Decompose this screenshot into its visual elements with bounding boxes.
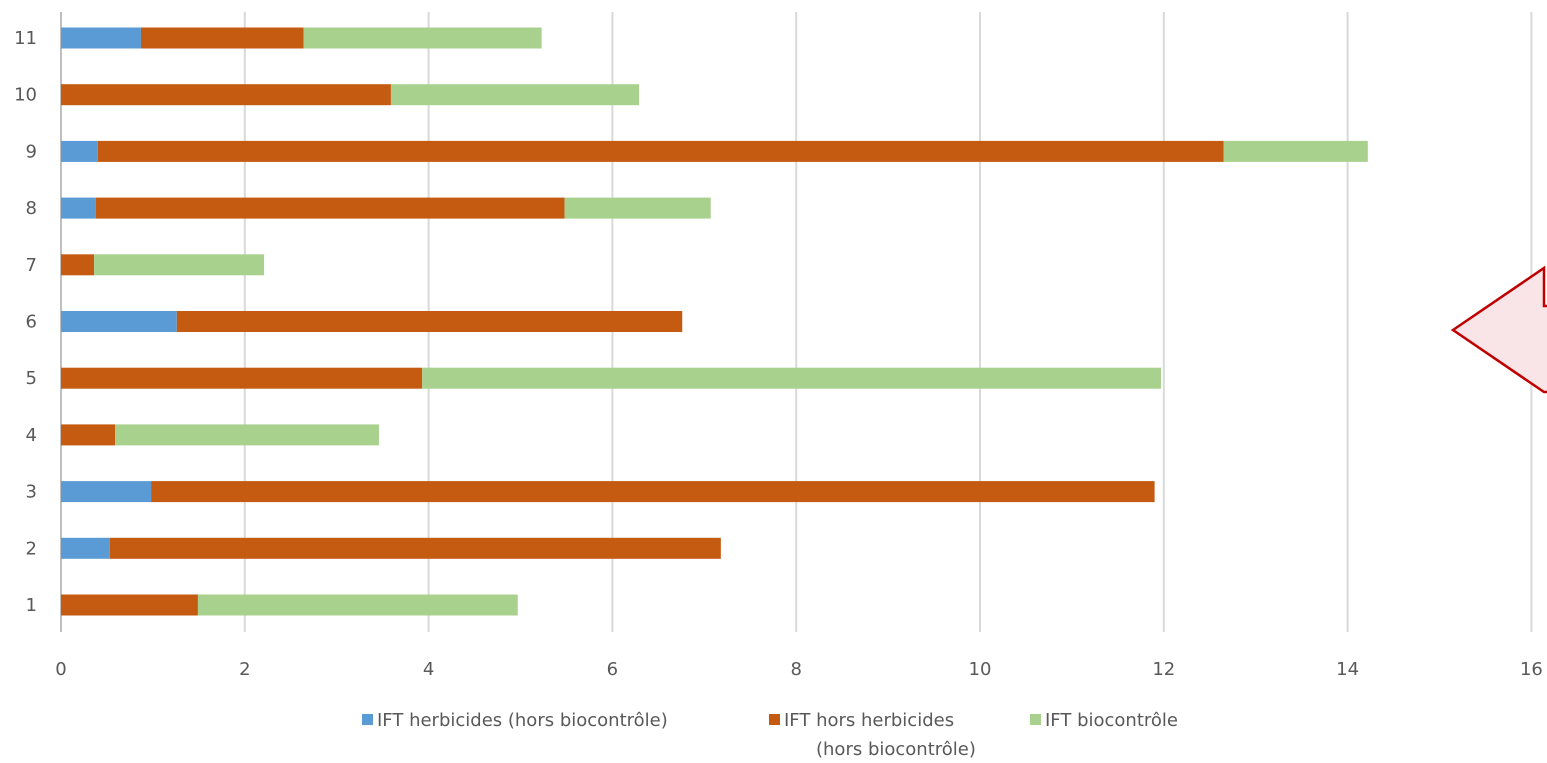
bar-9-series-3 [1223, 140, 1368, 162]
bar-2-series-2 [109, 537, 721, 559]
x-axis-ticks: 0 2 4 6 8 10 12 14 16 [55, 659, 1543, 680]
bars [61, 27, 1368, 616]
bar-4-series-2 [61, 424, 116, 446]
bar-7-series-2 [61, 254, 95, 276]
legend-label-3: IFT biocontrôle [1045, 710, 1178, 731]
x-tick-label: 6 [607, 659, 618, 680]
y-tick-label: 8 [26, 198, 37, 219]
bar-2-series-1 [61, 537, 110, 559]
y-tick-label: 1 [26, 595, 37, 616]
y-tick-label: 7 [26, 255, 37, 276]
x-tick-label: 12 [1152, 659, 1175, 680]
x-tick-label: 2 [239, 659, 250, 680]
bar-5-series-3 [422, 367, 1162, 389]
y-tick-label: 11 [14, 28, 37, 49]
legend-label-2: (hors biocontrôle) [816, 739, 976, 760]
bar-8-series-3 [564, 197, 711, 219]
legend-swatch-3 [1030, 714, 1041, 725]
y-tick-label: 9 [26, 141, 37, 162]
y-tick-label: 6 [26, 312, 37, 333]
bar-9-series-2 [97, 140, 1224, 162]
legend: IFT herbicides (hors biocontrôle) IFT hor… [362, 710, 1178, 760]
legend-label-1: IFT herbicides (hors biocontrôle) [377, 710, 668, 731]
legend-label-2: IFT hors herbicides [784, 710, 954, 731]
legend-swatch-2 [769, 714, 780, 725]
x-tick-label: 8 [790, 659, 801, 680]
bar-9-series-1 [61, 140, 98, 162]
bar-6-series-2 [176, 311, 683, 332]
bar-1-series-3 [197, 594, 518, 616]
y-tick-label: 4 [26, 425, 37, 446]
bar-11-series-2 [140, 27, 304, 49]
bar-8-series-1 [61, 197, 96, 219]
bar-3-series-2 [151, 481, 1155, 503]
y-tick-label: 10 [14, 85, 37, 106]
x-tick-label: 16 [1520, 659, 1543, 680]
bar-10-series-2 [61, 84, 391, 106]
x-tick-label: 14 [1336, 659, 1359, 680]
legend-swatch-1 [362, 714, 373, 725]
y-tick-label: 5 [26, 368, 37, 389]
bar-10-series-3 [390, 84, 640, 106]
bar-11-series-3 [303, 27, 542, 49]
x-tick-label: 10 [969, 659, 992, 680]
bar-6-series-1 [61, 311, 177, 332]
bar-8-series-2 [95, 197, 565, 219]
y-axis-ticks: 1 2 3 4 5 6 7 8 9 10 11 [14, 28, 37, 616]
y-tick-label: 2 [26, 538, 37, 559]
bar-4-series-3 [115, 424, 379, 446]
x-tick-label: 4 [423, 659, 434, 680]
y-tick-label: 3 [26, 482, 37, 503]
left-arrow-annotation [1450, 265, 1547, 394]
bar-11-series-1 [61, 27, 141, 49]
annotation [1450, 265, 1547, 394]
x-tick-label: 0 [55, 659, 66, 680]
bar-7-series-3 [94, 254, 265, 276]
bar-5-series-2 [61, 367, 423, 389]
bar-3-series-1 [61, 481, 152, 503]
bar-1-series-2 [61, 594, 198, 616]
